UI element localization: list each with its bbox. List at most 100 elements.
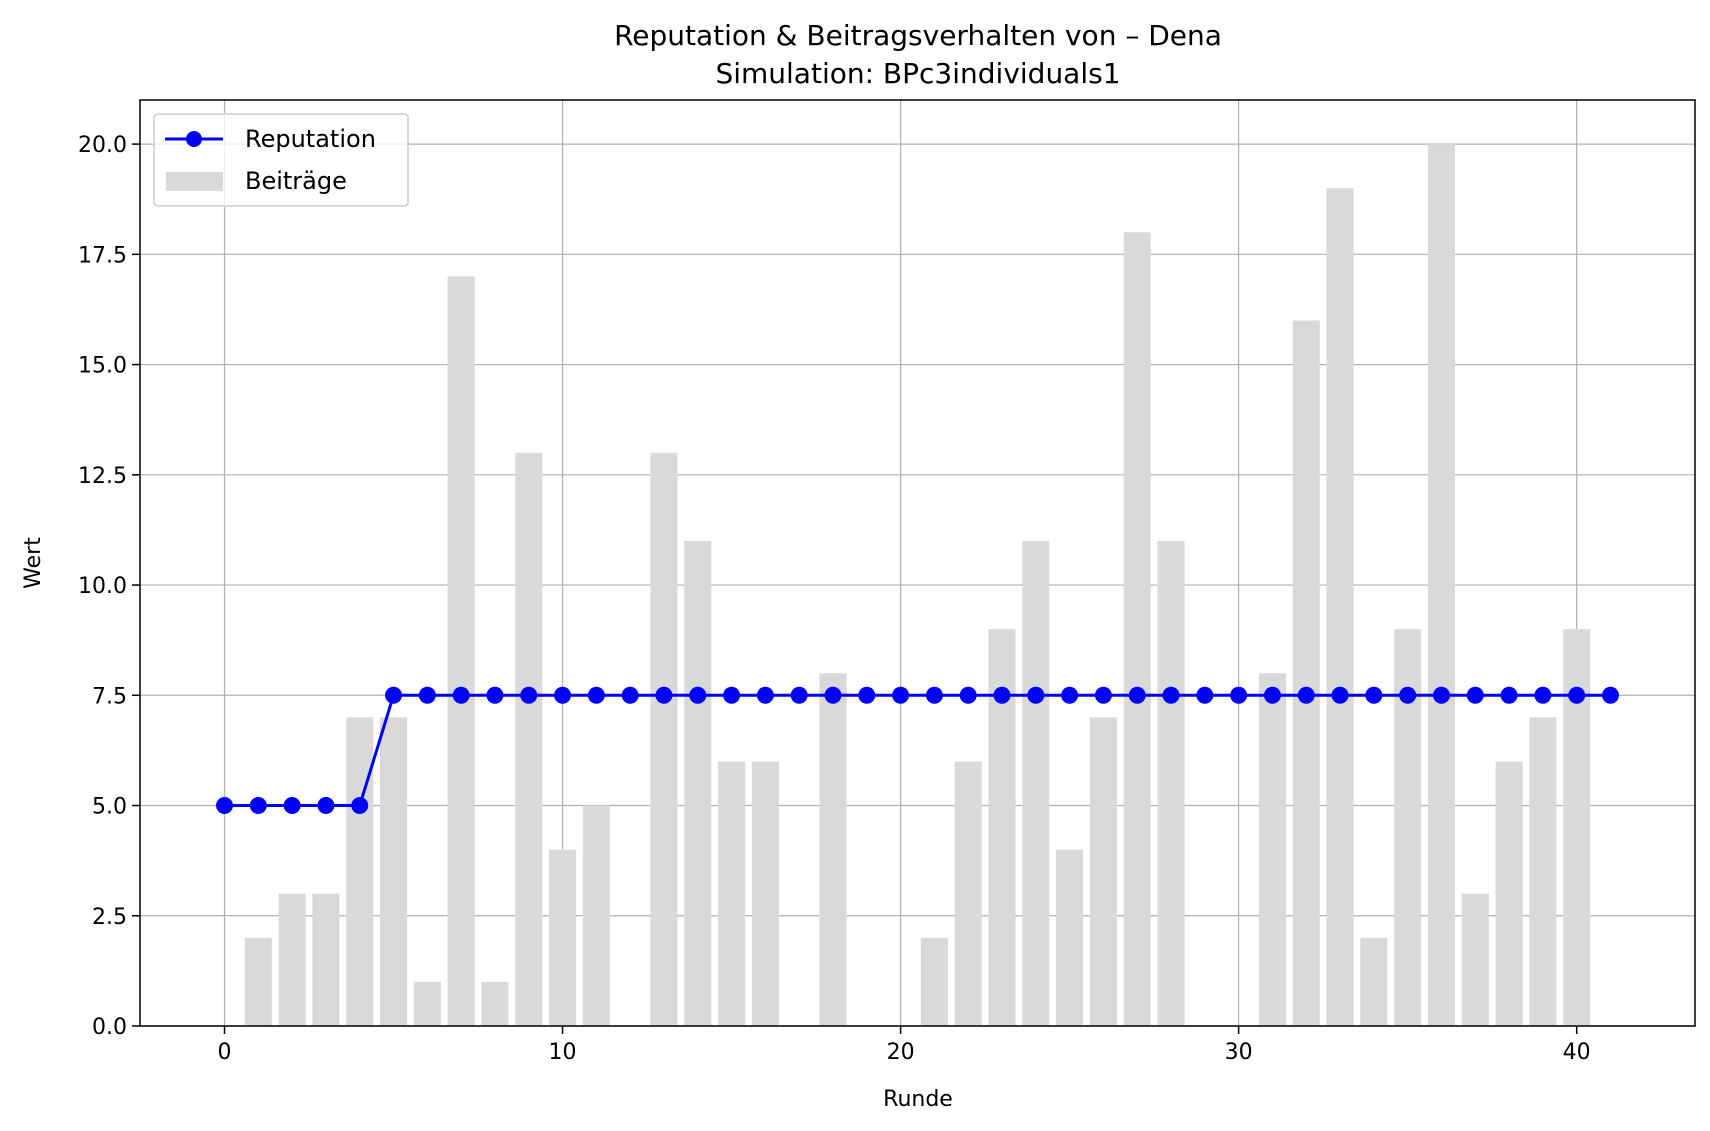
bar-beitraege-36 xyxy=(1427,144,1455,1027)
reputation-point-38 xyxy=(1500,686,1518,704)
legend-marker-swatch xyxy=(186,131,202,147)
reputation-point-14 xyxy=(689,686,707,704)
reputation-point-35 xyxy=(1399,686,1417,704)
bar-beitraege-10 xyxy=(549,849,577,1026)
reputation-point-31 xyxy=(1263,686,1281,704)
bar-beitraege-39 xyxy=(1529,717,1557,1026)
bar-beitraege-18 xyxy=(819,673,847,1026)
reputation-point-29 xyxy=(1196,686,1214,704)
reputation-point-12 xyxy=(621,686,639,704)
axes xyxy=(139,99,1696,1027)
legend-label-beitraege: Beiträge xyxy=(245,167,347,195)
x-tick-label-2: 20 xyxy=(887,1040,915,1065)
x-tick-label-4: 40 xyxy=(1563,1040,1591,1065)
bar-series xyxy=(244,144,1591,1027)
y-axis-label: Wert xyxy=(21,537,46,589)
bar-beitraege-33 xyxy=(1326,188,1354,1026)
reputation-point-2 xyxy=(283,797,301,815)
reputation-point-5 xyxy=(385,686,403,704)
reputation-point-22 xyxy=(959,686,977,704)
bar-beitraege-25 xyxy=(1056,849,1084,1026)
y-tick-label-4: 10.0 xyxy=(78,574,127,599)
chart-title: Reputation & Beitragsverhalten von – Den… xyxy=(614,19,1222,52)
reputation-point-0 xyxy=(216,797,234,815)
reputation-point-33 xyxy=(1331,686,1349,704)
plot-frame xyxy=(139,99,1696,1027)
y-tick-label-5: 12.5 xyxy=(78,464,127,489)
reputation-point-25 xyxy=(1061,686,1079,704)
reputation-point-24 xyxy=(1027,686,1045,704)
reputation-point-41 xyxy=(1601,686,1619,704)
reputation-point-16 xyxy=(756,686,774,704)
reputation-point-4 xyxy=(351,797,369,815)
line-series xyxy=(216,686,1619,815)
reputation-point-13 xyxy=(655,686,673,704)
bar-beitraege-15 xyxy=(718,761,746,1026)
reputation-point-23 xyxy=(993,686,1011,704)
y-tick-label-0: 0.0 xyxy=(92,1015,127,1040)
bar-beitraege-11 xyxy=(582,805,610,1026)
bar-beitraege-3 xyxy=(312,893,340,1026)
x-axis-label: Runde xyxy=(883,1087,953,1112)
x-tick-label-1: 10 xyxy=(549,1040,577,1065)
reputation-point-17 xyxy=(790,686,808,704)
bar-beitraege-22 xyxy=(954,761,982,1026)
reputation-point-19 xyxy=(858,686,876,704)
y-tick-label-1: 2.5 xyxy=(92,905,127,930)
bar-beitraege-4 xyxy=(346,717,374,1026)
bar-beitraege-5 xyxy=(380,717,408,1026)
x-tick-label-0: 0 xyxy=(218,1040,232,1065)
reputation-point-6 xyxy=(418,686,436,704)
reputation-point-28 xyxy=(1162,686,1180,704)
bar-beitraege-13 xyxy=(650,452,678,1026)
reputation-point-40 xyxy=(1568,686,1586,704)
reputation-point-37 xyxy=(1466,686,1484,704)
y-tick-label-8: 20.0 xyxy=(78,133,127,158)
bar-beitraege-7 xyxy=(447,276,475,1026)
bar-beitraege-6 xyxy=(413,981,441,1026)
bar-beitraege-8 xyxy=(481,981,509,1026)
y-tick-label-6: 15.0 xyxy=(78,354,127,379)
y-tick-label-2: 5.0 xyxy=(92,795,127,820)
reputation-point-30 xyxy=(1230,686,1248,704)
reputation-point-9 xyxy=(520,686,538,704)
reputation-point-7 xyxy=(452,686,470,704)
reputation-point-39 xyxy=(1534,686,1552,704)
legend-bar-swatch xyxy=(166,172,223,191)
bar-beitraege-32 xyxy=(1292,320,1320,1026)
bar-beitraege-14 xyxy=(684,540,712,1026)
reputation-point-36 xyxy=(1432,686,1450,704)
bar-beitraege-31 xyxy=(1258,673,1286,1026)
reputation-point-32 xyxy=(1297,686,1315,704)
reputation-point-34 xyxy=(1365,686,1383,704)
chart-subtitle: Simulation: BPc3individuals1 xyxy=(715,57,1120,90)
bar-beitraege-38 xyxy=(1495,761,1523,1026)
bar-beitraege-2 xyxy=(278,893,306,1026)
bar-beitraege-24 xyxy=(1022,540,1050,1026)
ticks: 0 10 20 30 40 0.0 2.5 5.0 7.5 10.0 12.5 15.0 17.5 20.… xyxy=(78,133,1591,1065)
reputation-point-10 xyxy=(554,686,572,704)
x-tick-label-3: 30 xyxy=(1225,1040,1253,1065)
bar-beitraege-26 xyxy=(1089,717,1117,1026)
reputation-point-27 xyxy=(1128,686,1146,704)
bar-beitraege-21 xyxy=(920,937,948,1026)
bar-beitraege-9 xyxy=(515,452,543,1026)
bar-beitraege-37 xyxy=(1461,893,1489,1026)
reputation-point-3 xyxy=(317,797,335,815)
legend-label-reputation: Reputation xyxy=(245,125,376,153)
bar-beitraege-16 xyxy=(751,761,779,1026)
bar-beitraege-28 xyxy=(1157,540,1185,1026)
reputation-point-26 xyxy=(1094,686,1112,704)
bar-beitraege-1 xyxy=(244,937,272,1026)
reputation-point-18 xyxy=(824,686,842,704)
reputation-point-11 xyxy=(587,686,605,704)
reputation-point-20 xyxy=(892,686,910,704)
bar-beitraege-34 xyxy=(1360,937,1388,1026)
reputation-point-8 xyxy=(486,686,504,704)
reputation-point-15 xyxy=(723,686,741,704)
y-tick-label-7: 17.5 xyxy=(78,243,127,268)
legend: Reputation Beiträge xyxy=(153,113,409,207)
y-tick-label-3: 7.5 xyxy=(92,684,127,709)
bar-beitraege-27 xyxy=(1123,232,1151,1027)
